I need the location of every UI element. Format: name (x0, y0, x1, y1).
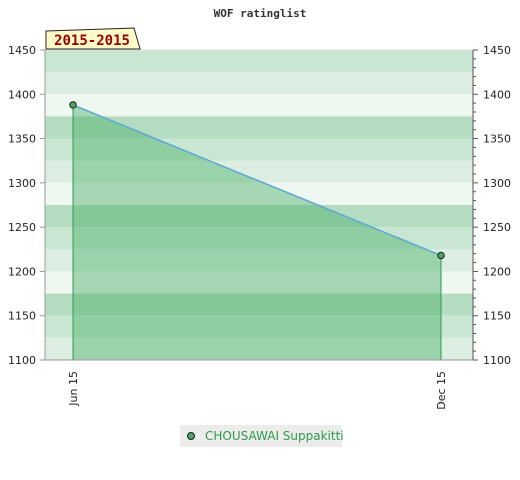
grid-band (45, 227, 473, 250)
x-tick-label: Jun 15 (67, 371, 80, 407)
grid-bands (44, 49, 474, 361)
y-right-tick-label: 1250 (483, 221, 511, 234)
grid-band (45, 138, 473, 161)
grid-band (45, 293, 473, 316)
legend-box (180, 425, 342, 447)
data-point[interactable] (437, 251, 445, 260)
y-right-tick-label: 1100 (483, 354, 511, 367)
grid-band (45, 50, 473, 73)
period-label-text: 2015-2015 (54, 33, 130, 49)
grid-band (45, 249, 473, 272)
grid-band (45, 94, 473, 117)
y-right-tick-label: 1150 (483, 310, 511, 323)
x-tick-label: Dec 15 (435, 371, 448, 410)
grid-band (45, 337, 473, 360)
y-tick-label: 1250 (8, 221, 36, 234)
grid-band (45, 271, 473, 294)
grid-band (45, 160, 473, 183)
y-right-tick-label: 1400 (483, 88, 511, 101)
grid-band (45, 205, 473, 228)
right-axis: 1100 1150 1200 1250 1300 1350 1400 1450 (472, 44, 511, 367)
y-right-tick-label: 1450 (483, 44, 511, 57)
y-tick-label: 1200 (8, 265, 36, 278)
y-right-tick-label: 1300 (483, 177, 511, 190)
y-right-tick-label: 1200 (483, 265, 511, 278)
area-layer (69, 101, 445, 361)
grid-band (45, 116, 473, 139)
x-axis: Jun 15 Dec 15 (67, 371, 448, 410)
series-area (73, 104, 441, 361)
y-right-tick-label: 1350 (483, 133, 511, 146)
legend-marker (187, 432, 195, 440)
chart-title: WOF ratinglist (214, 7, 307, 20)
y-tick-label: 1100 (8, 354, 36, 367)
left-axis: 1100 1150 1200 1250 1300 1350 1400 1450 (8, 44, 473, 367)
grid-band (45, 182, 473, 205)
y-tick-label: 1150 (8, 310, 36, 323)
series-line (72, 104, 442, 257)
y-tick-label: 1400 (8, 88, 36, 101)
grid-band (45, 315, 473, 338)
period-label: 2015-2015 (45, 27, 141, 50)
legend-label[interactable]: CHOUSAWAI Suppakitti (205, 429, 344, 443)
grid-band (45, 72, 473, 95)
data-point[interactable] (69, 101, 77, 109)
y-tick-label: 1450 (8, 44, 36, 57)
legend[interactable]: CHOUSAWAI Suppakitti (180, 425, 344, 447)
period-label-box (45, 27, 141, 50)
y-tick-label: 1350 (8, 133, 36, 146)
y-tick-label: 1300 (8, 177, 36, 190)
